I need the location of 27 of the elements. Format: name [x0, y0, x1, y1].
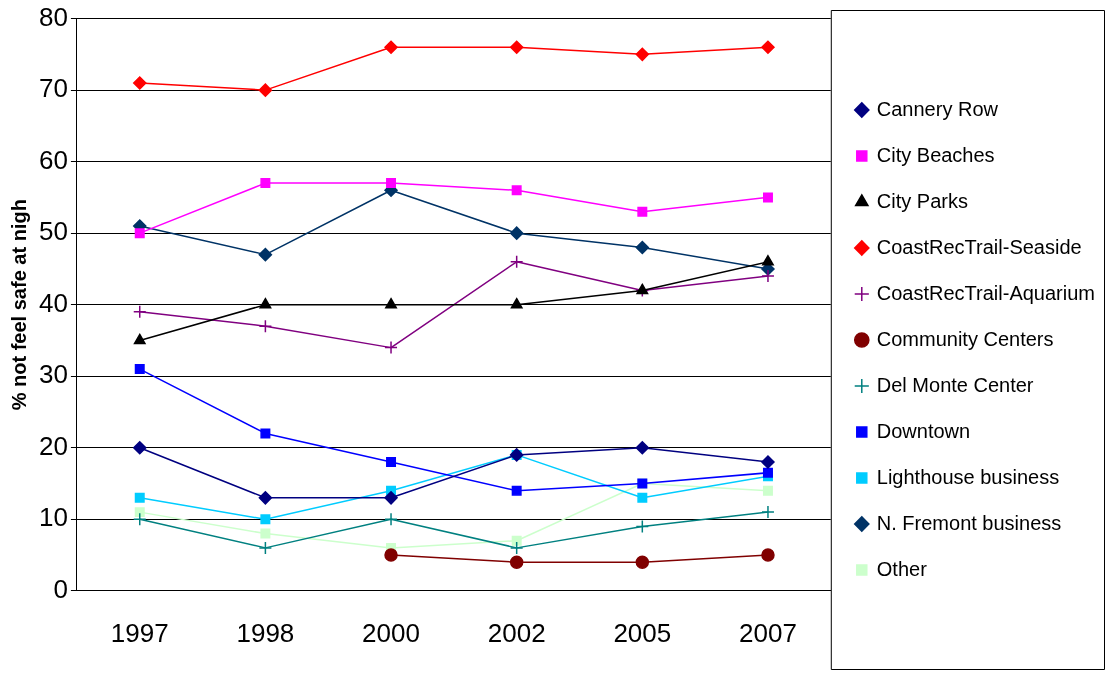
y-tick-label: 70: [39, 73, 68, 104]
y-tick-label: 60: [39, 144, 68, 175]
y-tick-label: 40: [39, 287, 68, 318]
y-tick-label: 10: [39, 502, 68, 533]
legend-label: N. Fremont business: [876, 511, 1062, 534]
x-tick-label: 2005: [613, 617, 672, 648]
y-tick-label: 20: [39, 430, 68, 461]
y-tick-label: 80: [39, 1, 68, 32]
x-tick-label: 1997: [110, 617, 169, 648]
x-tick-label: 2002: [487, 617, 546, 648]
legend-label: Other: [876, 557, 928, 580]
y-tick-label: 50: [39, 216, 68, 247]
x-tick-label: 2000: [362, 617, 420, 648]
x-tick-label: 1998: [236, 617, 295, 648]
legend-label: CoastRecTrail-Seaside: [876, 235, 1082, 258]
legend-label: City Beaches: [876, 143, 995, 166]
legend-label: Cannery Row: [876, 97, 999, 120]
y-axis-title: % not feel safe at nigh: [7, 199, 30, 411]
legend-label: Del Monte Center: [876, 373, 1034, 396]
legend-label: Lighthouse business: [876, 465, 1060, 488]
x-tick-label: 2007: [739, 617, 797, 648]
legend-label: Community Centers: [876, 327, 1054, 350]
y-tick-label: 30: [39, 359, 68, 390]
legend-label: City Parks: [876, 189, 968, 212]
legend-label: Downtown: [876, 419, 971, 442]
y-tick-label: 0: [53, 573, 68, 604]
legend-label: CoastRecTrail-Aquarium: [876, 281, 1096, 304]
